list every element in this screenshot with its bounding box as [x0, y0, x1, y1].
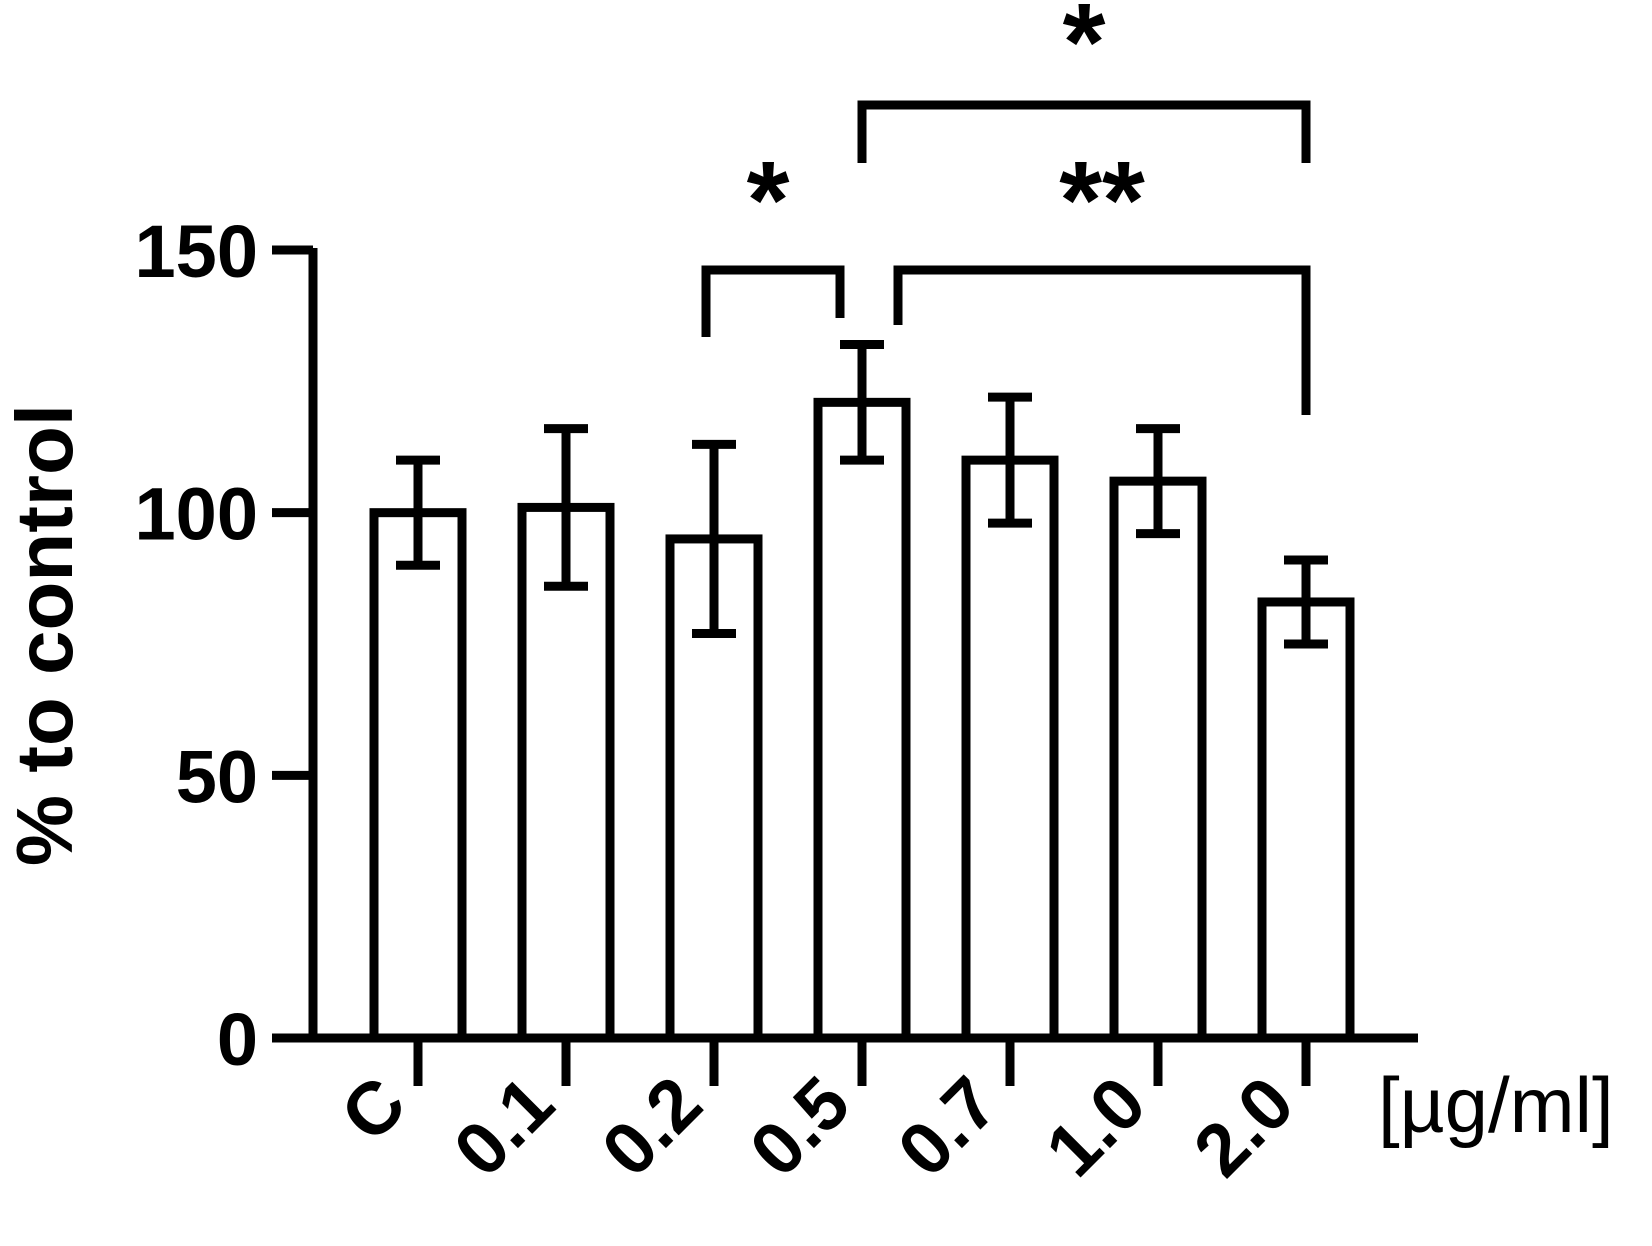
error-bars — [396, 340, 1328, 649]
significance-bracket-1 — [893, 265, 1311, 415]
bar-6 — [1257, 597, 1355, 1043]
x-tick-label-2: 0.2 — [586, 1061, 717, 1192]
significance-label-1: ** — [1059, 139, 1145, 262]
significance-label-2: * — [1063, 0, 1106, 104]
bar-3 — [813, 397, 911, 1043]
bar-4 — [961, 455, 1059, 1043]
significance-brackets: * *** — [701, 0, 1311, 415]
x-tick-label-1: 0.1 — [438, 1061, 569, 1192]
bar-5 — [1109, 476, 1207, 1043]
y-tick-label-1: 50 — [176, 735, 258, 818]
y-tick-label-3: 150 — [135, 210, 258, 293]
significance-bracket-0 — [701, 265, 845, 337]
x-tick-label-5: 1.0 — [1030, 1061, 1161, 1192]
x-tick-label-6: 2.0 — [1178, 1061, 1309, 1192]
significance-bracket-2 — [857, 100, 1311, 163]
bar-0 — [369, 508, 467, 1043]
y-tick-label-0: 0 — [217, 998, 258, 1081]
y-tick-label-2: 100 — [135, 473, 258, 556]
bars — [369, 397, 1355, 1043]
x-tick-label-4: 0.7 — [882, 1061, 1013, 1192]
x-tick-label-3: 0.5 — [734, 1061, 865, 1192]
bar-1 — [517, 502, 615, 1043]
significance-label-0: * — [747, 139, 790, 262]
x-unit-label: [µg/ml] — [1378, 1061, 1614, 1149]
y-axis-label: % to control — [0, 404, 89, 866]
x-tick-label-0: C — [325, 1061, 421, 1157]
